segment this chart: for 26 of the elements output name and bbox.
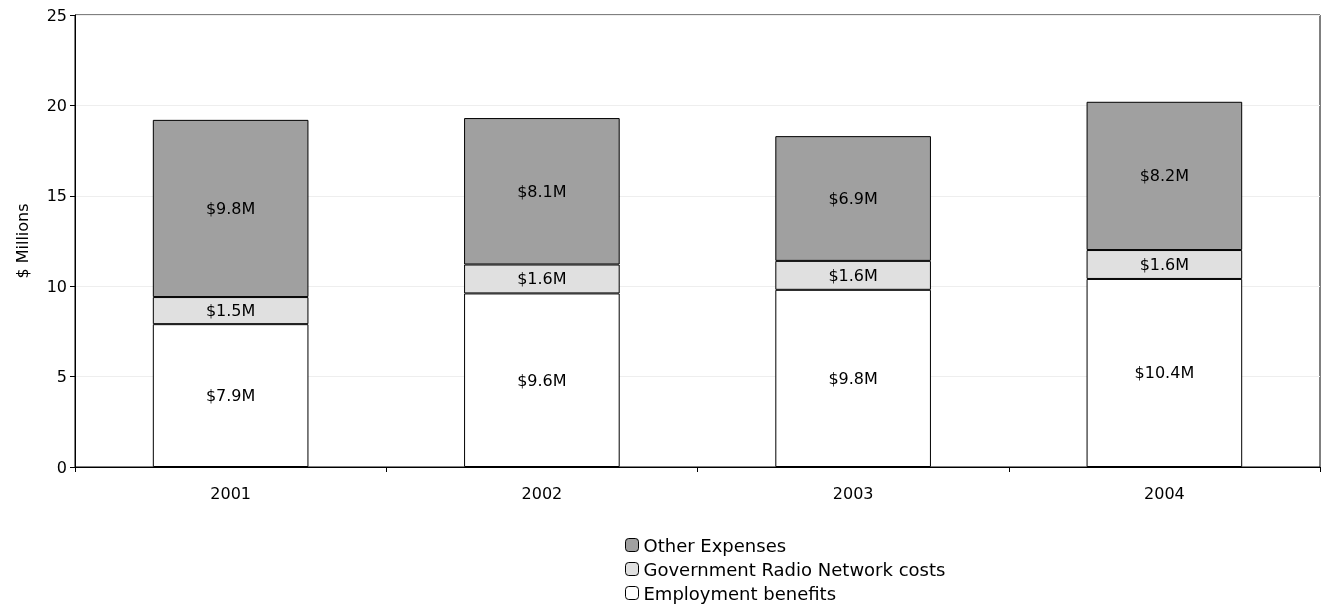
data-label: $6.9M: [828, 189, 878, 209]
data-label: $1.6M: [517, 269, 567, 289]
data-label: $9.8M: [828, 368, 878, 388]
data-label: $1.6M: [1139, 255, 1190, 274]
data-label: $1.5M: [205, 301, 256, 321]
y-tick-label: 5: [56, 367, 67, 387]
x-tick-label: 2001: [210, 483, 251, 503]
y-tick-label: 20: [46, 95, 67, 115]
data-label: $9.6M: [517, 370, 567, 390]
legend-label: Other Expenses: [643, 534, 787, 556]
y-tick-label: 10: [46, 276, 67, 296]
legend-label: Government Radio Network costs: [643, 558, 946, 580]
x-tick-label: 2004: [1144, 483, 1185, 503]
data-label: $9.8M: [205, 198, 256, 218]
y-tick-label: 25: [46, 5, 67, 25]
x-tick-label: 2002: [521, 483, 563, 503]
legend-label: Employment benefits: [643, 582, 837, 604]
data-label: $8.1M: [517, 181, 567, 201]
data-label: $7.9M: [205, 386, 256, 406]
x-tick-label: 2003: [832, 483, 874, 503]
y-axis-title: $ Millions: [12, 203, 32, 279]
data-label: $1.6M: [828, 265, 878, 285]
y-tick-label: 15: [46, 186, 67, 206]
data-label: $8.2M: [1139, 166, 1190, 186]
data-label: $10.4M: [1134, 363, 1195, 383]
y-tick-label: 0: [56, 457, 67, 477]
